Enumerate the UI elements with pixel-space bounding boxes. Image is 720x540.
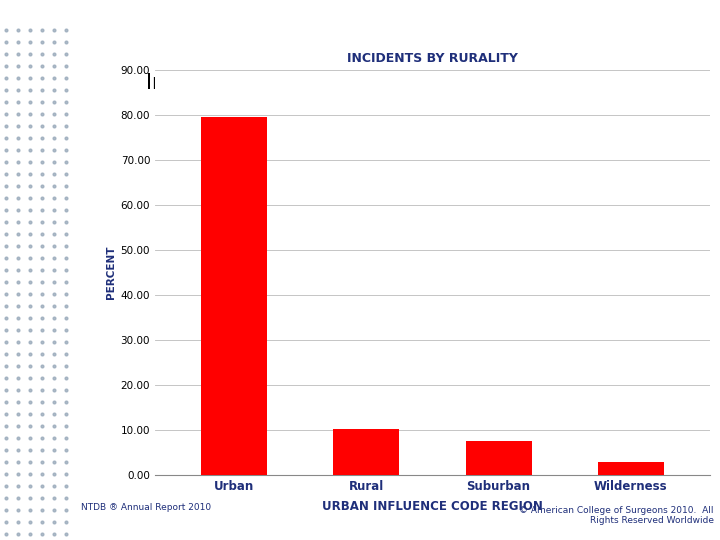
Text: © American College of Surgeons 2010.  All
Rights Reserved Worldwide: © American College of Surgeons 2010. All… — [519, 505, 714, 525]
Bar — [466, 441, 531, 475]
Title: INCIDENTS BY RURALITY: INCIDENTS BY RURALITY — [347, 52, 518, 65]
Bar — [202, 117, 267, 475]
Text: Figure
46: Figure 46 — [90, 71, 118, 91]
Y-axis label: PERCENT: PERCENT — [107, 246, 117, 299]
X-axis label: URBAN INFLUENCE CODE REGION: URBAN INFLUENCE CODE REGION — [322, 500, 543, 513]
Bar — [333, 429, 400, 475]
Text: NTDB ® Annual Report 2010: NTDB ® Annual Report 2010 — [81, 503, 212, 511]
Bar — [598, 462, 664, 475]
Text: Incidents by Rurality: Incidents by Rurality — [145, 73, 359, 93]
